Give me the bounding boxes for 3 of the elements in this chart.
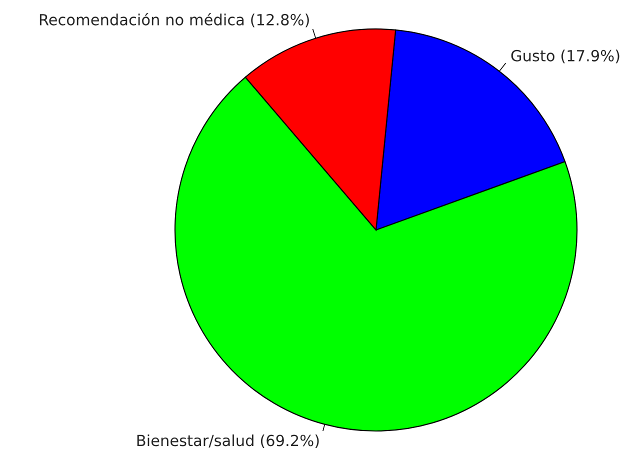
slice-label: Bienestar/salud (69.2%): [137, 434, 319, 448]
slice-label: Gusto (17.9%): [511, 50, 620, 64]
slice-label: Recomendación no médica (12.8%): [40, 13, 309, 28]
